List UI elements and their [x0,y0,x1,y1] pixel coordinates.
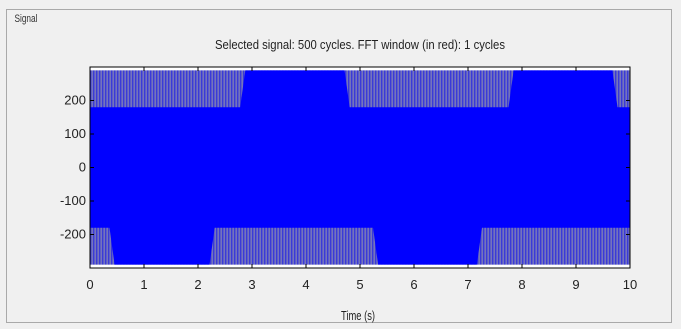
y-tick-label--200: -200 [60,227,86,242]
x-tick-label-2: 2 [194,277,201,292]
panel-title: Signal [13,12,39,26]
x-tick-label-1: 1 [140,277,147,292]
upper-excursion-1 [507,70,619,114]
chart-title: Selected signal: 500 cycles. FFT window … [215,37,505,52]
signal-panel: Signal [6,9,672,323]
x-tick-label-5: 5 [356,277,363,292]
x-tick-label-8: 8 [518,277,525,292]
inner-signal-band [90,107,630,228]
x-tick-label-3: 3 [248,277,255,292]
x-axis-label: Time (s) [341,308,375,323]
x-tick-label-7: 7 [464,277,471,292]
x-tick-label-6: 6 [410,277,417,292]
x-tick-label-4: 4 [302,277,309,292]
lower-excursion-0 [108,221,216,265]
x-tick-label-10: 10 [623,277,637,292]
lower-excursion-1 [372,221,483,265]
y-tick-label-200: 200 [64,93,86,108]
y-tick-label--100: -100 [60,193,86,208]
upper-excursion-0 [239,70,351,114]
y-tick-label-100: 100 [64,126,86,141]
y-tick-label-0: 0 [79,160,86,175]
x-axis: 0 1 2 3 4 5 6 7 8 9 10 [86,67,637,292]
signal-line [90,70,630,265]
y-axis: 200 100 0 -100 -200 [60,93,630,242]
x-tick-label-0: 0 [86,277,93,292]
x-tick-label-9: 9 [572,277,579,292]
